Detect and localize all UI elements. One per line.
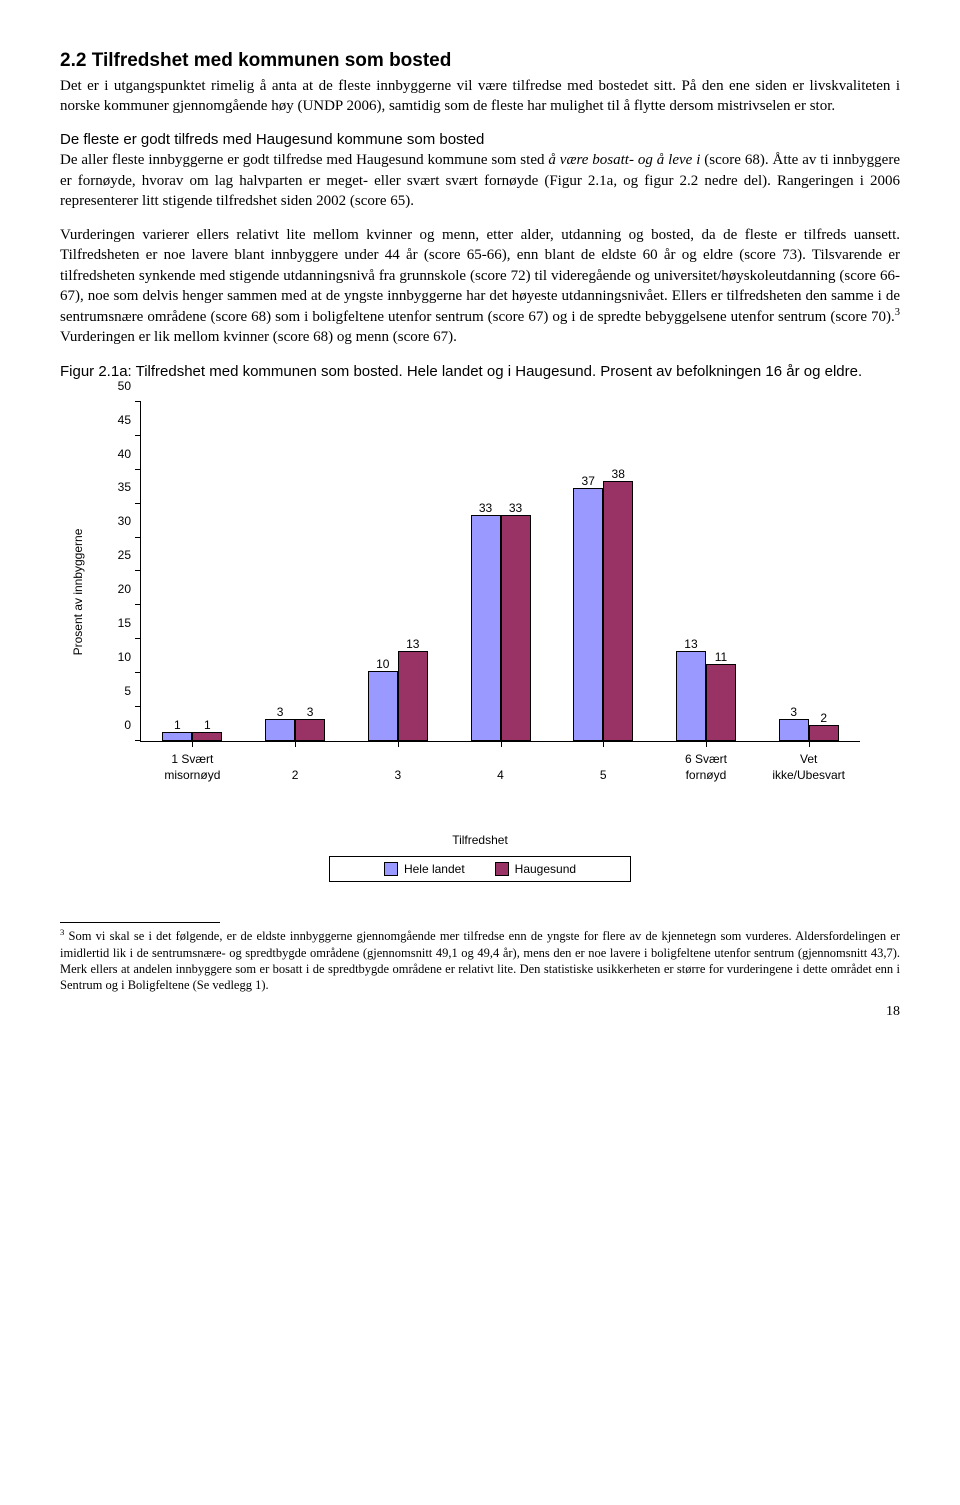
y-tick <box>135 469 141 470</box>
legend-item-b: Haugesund <box>495 861 576 877</box>
x-tick <box>706 741 707 747</box>
legend-label-b: Haugesund <box>515 861 576 877</box>
p3-part-a: Vurderingen varierer ellers relativt lit… <box>60 227 900 325</box>
footnote-ref: 3 <box>895 307 900 318</box>
y-tick <box>135 537 141 538</box>
x-tick-label: 5 <box>600 767 607 783</box>
bar-value-label: 2 <box>820 710 827 726</box>
bar-group: 13116 Sværtfornøyd <box>655 402 758 741</box>
bar-group: 332 <box>244 402 347 741</box>
bar-series-b: 2 <box>809 725 839 741</box>
bar-value-label: 3 <box>790 704 797 720</box>
bar-value-label: 38 <box>612 466 625 482</box>
bar-series-a: 33 <box>471 515 501 741</box>
x-tick <box>192 741 193 747</box>
bar-series-a: 3 <box>265 719 295 741</box>
y-tick-label: 40 <box>101 445 131 461</box>
paragraph-2: De aller fleste innbyggerne er godt tilf… <box>60 150 900 211</box>
bar-value-label: 10 <box>376 656 389 672</box>
bar-series-b: 38 <box>603 481 633 741</box>
bar-series-b: 3 <box>295 719 325 741</box>
bar-series-a: 13 <box>676 651 706 741</box>
bar-series-b: 33 <box>501 515 531 741</box>
x-tick-label: Vetikke/Ubesvart <box>772 751 845 783</box>
x-tick-label: 2 <box>292 767 299 783</box>
sub-heading: De fleste er godt tilfreds med Haugesund… <box>60 130 900 150</box>
y-tick-label: 50 <box>101 378 131 394</box>
x-tick-label: 1 Sværtmisornøyd <box>164 751 220 783</box>
x-tick-label: 3 <box>394 767 401 783</box>
bar-series-a: 37 <box>573 488 603 741</box>
legend-swatch-b <box>495 862 509 876</box>
bar-series-b: 11 <box>706 664 736 741</box>
y-tick-label: 5 <box>101 683 131 699</box>
bar-chart: Prosent av innbyggerne 111 Sværtmisornøy… <box>100 402 860 882</box>
y-tick-label: 20 <box>101 581 131 597</box>
y-tick <box>135 672 141 673</box>
bars-row: 111 Sværtmisornøyd3321013333334373851311… <box>141 402 860 741</box>
legend-item-a: Hele landet <box>384 861 465 877</box>
bar-series-a: 3 <box>779 719 809 741</box>
y-tick-label: 15 <box>101 615 131 631</box>
bar-series-a: 1 <box>162 732 192 741</box>
y-tick <box>135 435 141 436</box>
x-tick <box>809 741 810 747</box>
y-tick <box>135 570 141 571</box>
bar-group: 32Vetikke/Ubesvart <box>757 402 860 741</box>
legend: Hele landet Haugesund <box>329 856 631 882</box>
section-heading: 2.2 Tilfredshet med kommunen som bosted <box>60 48 900 74</box>
x-tick <box>603 741 604 747</box>
x-tick-label: 6 Sværtfornøyd <box>685 751 727 783</box>
y-axis-label: Prosent av innbyggerne <box>70 529 86 656</box>
y-tick-label: 10 <box>101 649 131 665</box>
y-tick-label: 0 <box>101 717 131 733</box>
y-tick-label: 45 <box>101 412 131 428</box>
bar-value-label: 13 <box>406 636 419 652</box>
y-tick <box>135 503 141 504</box>
p3-part-b: Vurderingen er lik mellom kvinner (score… <box>60 329 457 345</box>
p2-italic: å være bosatt- og å leve i <box>548 152 700 168</box>
bar-series-b: 13 <box>398 651 428 741</box>
bar-value-label: 11 <box>715 649 727 665</box>
bar-group: 111 Sværtmisornøyd <box>141 402 244 741</box>
bar-group: 10133 <box>346 402 449 741</box>
footnote: 3 Som vi skal se i det følgende, er de e… <box>60 927 900 993</box>
x-tick-label: 4 <box>497 767 504 783</box>
bar-value-label: 33 <box>509 500 522 516</box>
footnote-separator <box>60 922 220 923</box>
figure-caption: Figur 2.1a: Tilfredshet med kommunen som… <box>60 362 900 382</box>
x-tick <box>501 741 502 747</box>
paragraph-intro: Det er i utgangspunktet rimelig å anta a… <box>60 76 900 117</box>
y-tick <box>135 706 141 707</box>
legend-swatch-a <box>384 862 398 876</box>
bar-value-label: 3 <box>307 704 314 720</box>
y-tick <box>135 638 141 639</box>
x-axis-label: Tilfredshet <box>100 832 860 848</box>
paragraph-3: Vurderingen varierer ellers relativt lit… <box>60 225 900 348</box>
bar-series-b: 1 <box>192 732 222 741</box>
p2-part-a: De aller fleste innbyggerne er godt tilf… <box>60 152 548 168</box>
y-tick <box>135 604 141 605</box>
x-tick <box>398 741 399 747</box>
bar-group: 37385 <box>552 402 655 741</box>
page-number: 18 <box>60 1003 900 1022</box>
y-tick <box>135 401 141 402</box>
x-tick <box>295 741 296 747</box>
y-tick <box>135 740 141 741</box>
bar-value-label: 13 <box>684 636 697 652</box>
bar-series-a: 10 <box>368 671 398 741</box>
bar-value-label: 33 <box>479 500 492 516</box>
bar-value-label: 1 <box>204 717 211 733</box>
bar-group: 33334 <box>449 402 552 741</box>
y-tick-label: 30 <box>101 513 131 529</box>
bar-value-label: 37 <box>582 473 595 489</box>
bar-value-label: 1 <box>174 717 181 733</box>
y-tick-label: 25 <box>101 547 131 563</box>
plot-area: 111 Sværtmisornøyd3321013333334373851311… <box>140 402 860 742</box>
legend-label-a: Hele landet <box>404 861 465 877</box>
y-tick-label: 35 <box>101 479 131 495</box>
bar-value-label: 3 <box>277 704 284 720</box>
footnote-text: Som vi skal se i det følgende, er de eld… <box>60 929 900 992</box>
